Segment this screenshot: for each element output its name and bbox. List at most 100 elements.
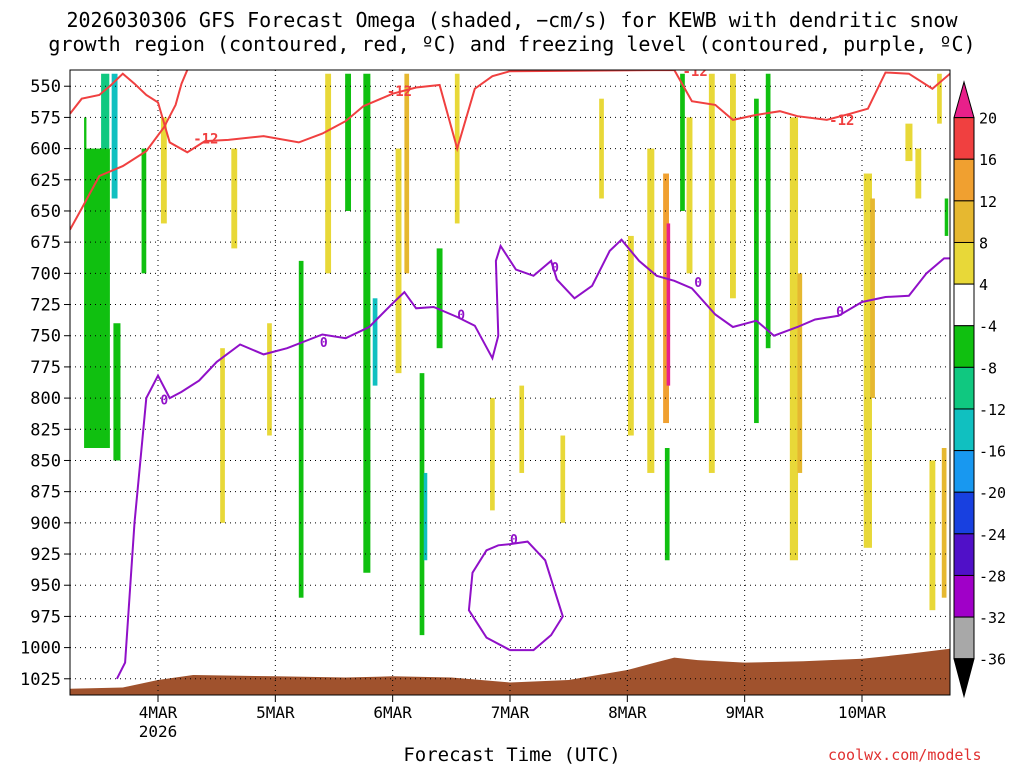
colorbar-label: 8 [979,234,988,252]
colorbar-bin [953,366,975,410]
freezing-contour-label: 0 [320,336,328,351]
colorbar-bin [953,158,975,202]
omega-cell-31 [686,117,693,274]
omega-cell-27 [663,173,669,424]
freezing-contour-label: 0 [551,261,559,276]
colorbar-label: -28 [979,567,1006,585]
colorbar-bin [953,283,975,327]
omega-cell-32 [708,73,715,473]
omega-cell-33 [730,73,736,299]
colorbar-label: -4 [979,318,997,336]
omega-cell-37 [797,273,803,473]
colorbar-label: -24 [979,526,1006,544]
y-tick-label: 900 [30,514,61,534]
chart-title-line2: growth region (contoured, red, ºC) and f… [48,32,976,56]
y-tick-label: 575 [30,108,61,128]
colorbar-bin [953,117,975,160]
y-tick-label: 750 [30,327,61,347]
colorbar-label: -8 [979,359,997,377]
y-tick-label: 925 [30,545,61,565]
omega-cell-22 [519,385,525,473]
omega-cell-11 [325,73,332,274]
omega-cell-30 [680,73,685,211]
freezing-contour-label: 0 [836,305,844,320]
freezing-contour-label: 0 [510,533,518,548]
colorbar-bin [953,616,975,660]
y-tick-label: 675 [30,233,61,253]
omega-cell-28 [666,223,671,386]
colorbar-bin [953,325,975,368]
colorbar-label: 20 [979,110,997,128]
omega-cell-29 [664,447,670,561]
omega-cell-7 [220,348,225,523]
y-tick-label: 725 [30,296,61,316]
y-tick-label: 550 [30,77,61,97]
colorbar-arrow-bottom [953,658,975,699]
freezing-contour-label: 0 [694,276,702,291]
colorbar-label: -12 [979,401,1006,419]
omega-cell-21 [490,398,495,511]
omega-cell-2 [84,148,110,448]
y-tick-label: 600 [30,140,61,160]
omega-cell-10 [298,260,304,598]
omega-cell-12 [345,73,352,211]
x-tick-label: 4MAR [139,703,178,722]
omega-cell-14 [372,298,378,386]
omega-cell-23 [560,435,566,523]
chart-title-line1: 2026030306 GFS Forecast Omega (shaded, −… [66,8,958,32]
omega-cell-38 [863,173,872,548]
dgz-contour-line-lower [70,70,189,231]
omega-cell-18 [423,472,428,561]
y-tick-label: 975 [30,607,61,627]
omega-cell-19 [436,248,443,349]
colorbar-bin [953,408,975,452]
y-tick-label: 700 [30,264,61,284]
y-tick-label: 800 [30,389,61,409]
colorbar-bin [953,491,975,535]
colorbar-bin [953,574,975,618]
dgz-contour-label: -12 [682,64,707,80]
y-tick-label: 850 [30,451,61,471]
dgz-contour-label: -12 [193,132,218,148]
colorbar-bin [953,450,975,493]
x-tick-sublabel: 2026 [139,722,178,741]
colorbar-bin [953,241,975,285]
omega-cell-5 [141,148,147,274]
omega-cell-24 [599,98,604,199]
omega-cell-45 [944,198,949,236]
omega-cell-9 [267,323,272,436]
terrain-fill [70,648,950,695]
omega-cell-4 [84,117,87,149]
colorbar-bin [953,200,975,243]
omega-cell-15 [395,148,402,374]
x-tick-label: 8MAR [608,703,647,722]
y-tick-label: 825 [30,420,61,440]
x-tick-label: 9MAR [725,703,764,722]
credit-link[interactable]: coolwx.com/models [828,746,982,764]
x-tick-label: 5MAR [256,703,295,722]
omega-cell-40 [905,123,913,162]
omega-cell-1 [111,73,118,199]
omega-cell-17 [419,373,425,636]
omega-cell-16 [404,73,410,274]
omega-cell-3 [113,323,121,461]
omega-cell-43 [937,73,942,124]
y-tick-label: 625 [30,171,61,191]
omega-cell-6 [160,117,167,224]
colorbar-label: -16 [979,443,1006,461]
x-tick-label: 6MAR [373,703,412,722]
freezing-contour-label: 0 [160,393,168,408]
chart-title: 2026030306 GFS Forecast Omega (shaded, −… [0,8,1024,56]
x-axis-title: Forecast Time (UTC) [403,744,621,766]
x-tick-label: 10MAR [838,703,887,722]
omega-cell-41 [915,148,922,199]
colorbar-label: -20 [979,484,1006,502]
dgz-contour-label: -12 [829,113,854,129]
y-tick-label: 950 [30,576,61,596]
freezing-contour-line [116,238,950,680]
colorbar-label: 16 [979,151,997,169]
y-tick-label: 775 [30,358,61,378]
colorbar-label: -36 [979,651,1006,669]
omega-cell-44 [941,447,947,598]
